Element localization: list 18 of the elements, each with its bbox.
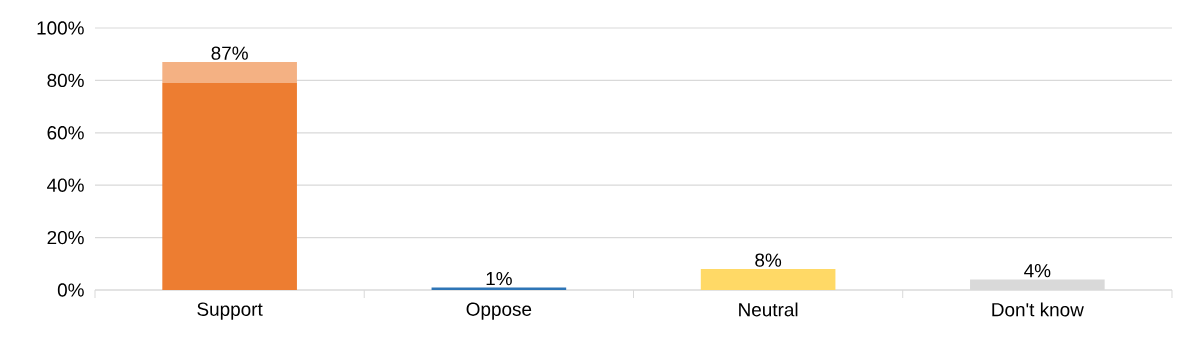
x-tick-label: Neutral bbox=[739, 302, 798, 317]
y-tick-label: 100% bbox=[37, 21, 84, 35]
y-tick-label: 60% bbox=[47, 126, 84, 140]
total-label: 1% bbox=[486, 271, 512, 286]
total-label: 4% bbox=[1024, 264, 1051, 278]
x-tick-label: Oppose bbox=[466, 302, 532, 320]
y-tick-label: 80% bbox=[47, 73, 84, 88]
y-tick-label: 40% bbox=[47, 178, 84, 192]
bar bbox=[162, 62, 297, 84]
x-tick-label: Don't know bbox=[992, 302, 1084, 317]
bar bbox=[431, 287, 567, 290]
y-tick-label: 0% bbox=[57, 283, 84, 297]
x-tick-label: Support bbox=[197, 302, 263, 320]
bar bbox=[700, 269, 836, 290]
bar bbox=[162, 83, 297, 290]
total-label: 87% bbox=[211, 46, 248, 60]
total-label: 8% bbox=[755, 253, 782, 267]
y-tick-label: 20% bbox=[47, 230, 84, 245]
